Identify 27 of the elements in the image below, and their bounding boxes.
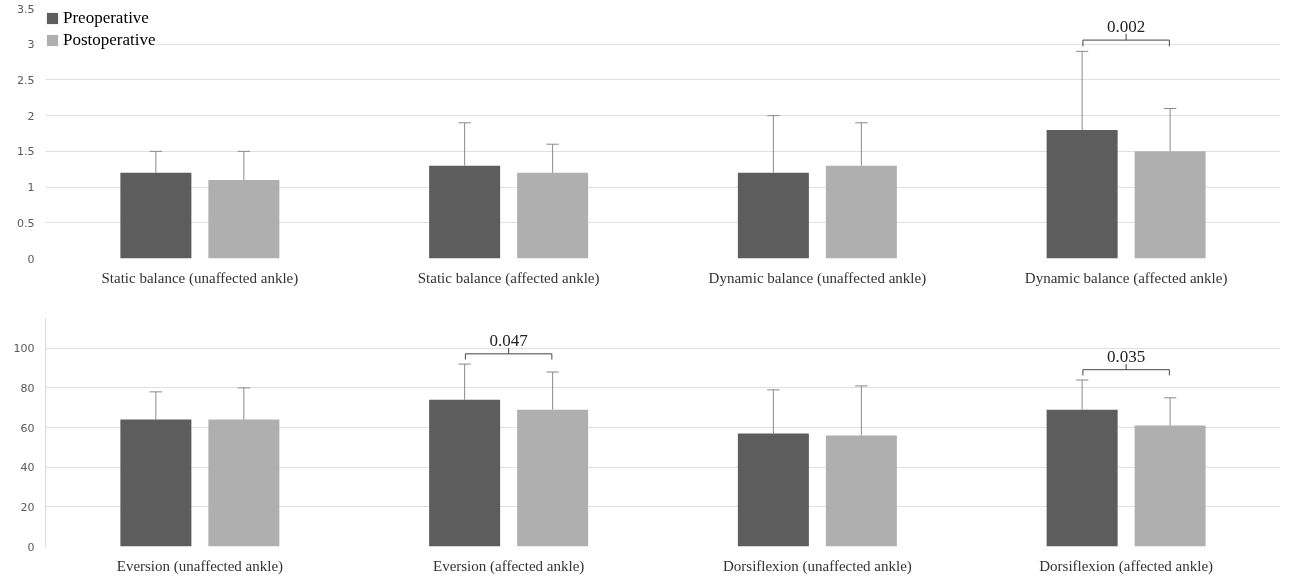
y-tick-label: 1	[27, 181, 35, 195]
x-tick-label: Dorsiflexion (affected ankle)	[1039, 557, 1214, 575]
y-tick-label: 60	[20, 421, 35, 435]
x-tick-label: Dynamic balance (affected ankle)	[1024, 269, 1228, 287]
y-tick-label: 3	[27, 38, 35, 52]
legend-label: Preoperative	[63, 8, 149, 28]
annotation: 0.047	[489, 330, 529, 350]
y-tick-label: 0	[27, 252, 35, 266]
x-tick-label: Static balance (unaffected ankle)	[101, 269, 299, 287]
x-tick-label: Static balance (affected ankle)	[417, 269, 600, 287]
y-tick-label: 0	[27, 540, 35, 554]
y-tick-label: 100	[13, 342, 35, 356]
x-tick-label: Eversion (unaffected ankle)	[116, 557, 284, 575]
annotation: 0.035	[1107, 346, 1146, 366]
y-tick-label: 3.5	[17, 2, 35, 16]
y-tick-label: 20	[20, 500, 35, 514]
y-tick-label: 0.5	[17, 216, 35, 230]
annotation: 0.002	[1107, 17, 1146, 37]
y-tick-label: 1.5	[17, 145, 35, 159]
x-tick-label: Eversion (affected ankle)	[432, 557, 585, 575]
y-tick-label: 2	[27, 109, 35, 123]
x-tick-label: Dorsiflexion (unaffected ankle)	[722, 557, 912, 575]
y-tick-label: 40	[20, 461, 35, 475]
x-tick-label: Dynamic balance (unaffected ankle)	[708, 269, 927, 287]
y-tick-label: 2.5	[17, 73, 35, 87]
legend-label: Postoperative	[63, 30, 156, 50]
y-tick-label: 80	[20, 381, 35, 395]
